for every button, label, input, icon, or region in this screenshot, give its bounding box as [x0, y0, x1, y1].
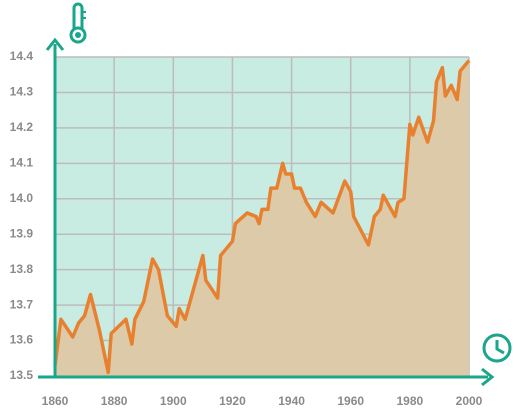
x-tick-label: 1940 — [278, 394, 305, 408]
axes — [38, 2, 512, 387]
y-arrow — [45, 37, 65, 51]
x-tick-label: 1900 — [160, 394, 187, 408]
clock-icon — [482, 333, 512, 363]
y-tick-label: 14.1 — [10, 156, 34, 170]
x-tick-label: 2000 — [456, 394, 483, 408]
y-tick-label: 13.9 — [10, 226, 34, 240]
y-tick-label: 13.7 — [10, 297, 34, 311]
y-tick-label: 14.4 — [10, 49, 34, 63]
x-arrow — [481, 367, 495, 387]
area-fill — [55, 60, 469, 377]
x-tick-label: 1880 — [101, 394, 128, 408]
y-tick-label: 13.6 — [10, 333, 34, 347]
y-tick-label: 14.3 — [10, 85, 34, 99]
y-tick-label: 14.0 — [10, 191, 34, 205]
y-tick-label: 13.8 — [10, 262, 34, 276]
x-tick-label: 1980 — [397, 394, 424, 408]
line — [53, 59, 471, 375]
y-tick-label: 14.2 — [10, 120, 34, 134]
x-tick-label: 1860 — [42, 394, 69, 408]
y-tick-label: 13.5 — [10, 368, 34, 382]
x-tick-label: 1920 — [219, 394, 246, 408]
thermometer-icon — [69, 2, 87, 44]
x-tick-label: 1960 — [337, 394, 364, 408]
